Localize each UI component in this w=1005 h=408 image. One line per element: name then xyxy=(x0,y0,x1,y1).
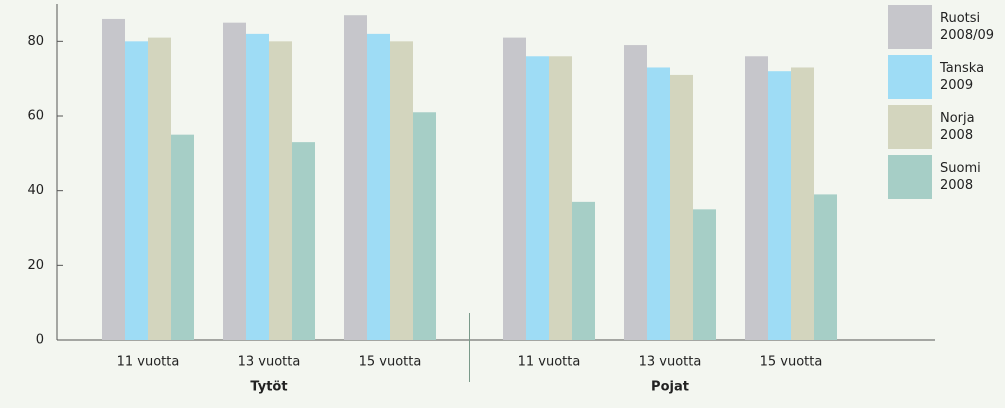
legend-entry: Suomi 2008 xyxy=(888,155,1000,199)
x-tick-label: 11 vuotta xyxy=(518,355,581,370)
bar xyxy=(102,18,125,341)
bar xyxy=(670,74,693,340)
bar xyxy=(292,142,315,340)
legend-label: Tanska 2009 xyxy=(940,61,985,93)
bar xyxy=(624,45,647,341)
bar xyxy=(791,67,814,340)
x-tick-label: 15 vuotta xyxy=(760,355,823,370)
y-tick-label: 80 xyxy=(27,34,44,49)
bar xyxy=(246,33,269,340)
bar xyxy=(572,201,595,340)
bar xyxy=(503,37,526,340)
bar xyxy=(367,33,390,340)
y-tick-label: 40 xyxy=(27,183,44,198)
legend-swatch xyxy=(888,105,932,149)
legend-swatch xyxy=(888,5,932,49)
x-tick-label: 13 vuotta xyxy=(238,355,301,370)
bar xyxy=(125,41,148,340)
y-tick-label: 20 xyxy=(27,258,44,273)
bar xyxy=(526,56,549,341)
bar xyxy=(223,22,246,341)
legend-entry: Norja 2008 xyxy=(888,105,1000,149)
group-label: Pojat xyxy=(651,380,689,395)
x-tick-label: 15 vuotta xyxy=(359,355,422,370)
x-tick-label: 11 vuotta xyxy=(117,355,180,370)
bar xyxy=(814,194,837,340)
x-tick-label: 13 vuotta xyxy=(639,355,702,370)
legend-swatch xyxy=(888,55,932,99)
bar xyxy=(269,41,292,340)
y-tick-label: 60 xyxy=(27,109,44,124)
y-tick-label: 0 xyxy=(36,333,44,348)
bar xyxy=(413,112,436,341)
bar xyxy=(693,209,716,340)
legend-swatch xyxy=(888,155,932,199)
legend-label: Norja 2008 xyxy=(940,111,975,143)
bar xyxy=(549,56,572,341)
bar xyxy=(390,41,413,340)
group-label: Tytöt xyxy=(250,380,287,395)
bar xyxy=(647,67,670,340)
bar xyxy=(171,134,194,340)
legend-label: Suomi 2008 xyxy=(940,161,981,193)
bar xyxy=(745,56,768,341)
bar xyxy=(344,15,367,340)
legend-entry: Tanska 2009 xyxy=(888,55,1000,99)
bar xyxy=(768,71,791,340)
legend-label: Ruotsi 2008/09 xyxy=(940,11,995,43)
legend-entry: Ruotsi 2008/09 xyxy=(888,5,1000,49)
bar xyxy=(148,37,171,340)
